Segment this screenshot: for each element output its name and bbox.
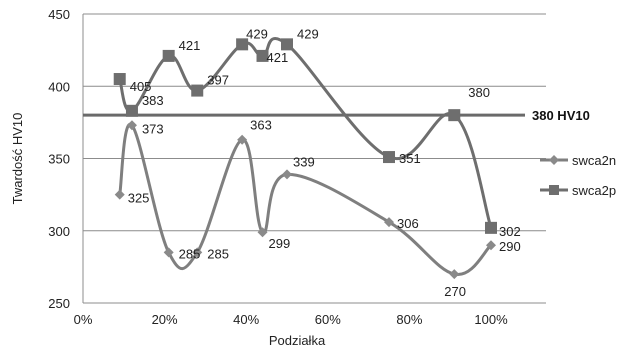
point-swca2p	[281, 38, 293, 51]
point-swca2p	[448, 109, 461, 122]
y-tick-label: 450	[48, 7, 70, 22]
data-label-swca2p: 380	[468, 85, 490, 100]
data-label-swca2p: 429	[246, 26, 268, 41]
point-swca2p	[236, 38, 249, 51]
point-swca2p	[113, 73, 126, 86]
point-swca2p	[383, 151, 395, 164]
data-label-swca2n: 285	[179, 246, 201, 261]
data-label-swca2p: 397	[207, 73, 229, 88]
data-label-swca2n: 373	[142, 121, 164, 136]
point-swca2n	[257, 227, 268, 238]
legend-label-swca2p: swca2p	[572, 183, 616, 198]
data-label-swca2p: 302	[499, 224, 521, 239]
x-axis-title: Podziałka	[269, 333, 326, 348]
point-swca2n	[114, 189, 125, 200]
legend-marker-swca2n	[549, 155, 559, 165]
x-tick-labels: 0% 20% 40% 60% 80% 100%	[74, 312, 508, 327]
data-label-swca2p: 421	[267, 50, 289, 65]
y-tick-labels: 250 300 350 400 450	[48, 7, 70, 311]
data-label-swca2n: 285	[207, 246, 229, 261]
legend-marker-swca2p	[549, 185, 559, 195]
x-tick-label: 80%	[396, 312, 422, 327]
y-axis-title: Twardość HV10	[10, 113, 25, 205]
data-label-swca2n: 339	[293, 154, 315, 169]
data-label-swca2p: 405	[130, 79, 152, 94]
data-label-swca2n: 325	[128, 191, 150, 206]
data-label-swca2p: 429	[297, 26, 319, 41]
data-label-swca2n: 363	[250, 118, 272, 133]
y-tick-label: 300	[48, 224, 70, 239]
x-tick-label: 40%	[233, 312, 259, 327]
x-tick-label: 100%	[474, 312, 508, 327]
point-swca2p	[125, 104, 138, 117]
point-swca2p	[256, 49, 269, 62]
data-label-swca2n: 306	[397, 216, 419, 231]
series-line-swca2p	[118, 37, 493, 229]
x-tick-label: 60%	[315, 312, 341, 327]
legend-label-swca2n: swca2n	[572, 153, 616, 168]
point-swca2p	[485, 221, 497, 234]
data-label-swca2p: 383	[142, 93, 164, 108]
y-tick-label: 400	[48, 79, 70, 94]
point-swca2n	[282, 169, 292, 180]
series-group	[113, 37, 497, 280]
point-swca2n	[163, 247, 174, 258]
point-swca2n	[486, 240, 496, 251]
series-line-swca2n	[118, 122, 493, 276]
y-tick-label: 250	[48, 296, 70, 311]
data-label-swca2p: 421	[179, 38, 201, 53]
reference-line-label: 380 HV10	[532, 108, 590, 123]
gridlines	[83, 13, 546, 232]
x-tick-label: 0%	[74, 312, 93, 327]
point-swca2p	[162, 49, 175, 62]
data-label-swca2p: 351	[399, 151, 421, 166]
axes	[82, 14, 546, 304]
legend: swca2n swca2p	[540, 153, 616, 198]
point-swca2n	[384, 217, 394, 228]
point-swca2n	[192, 247, 203, 258]
point-swca2n	[126, 120, 137, 131]
point-swca2p	[191, 84, 204, 97]
data-label-swca2n: 270	[444, 284, 466, 299]
y-tick-label: 350	[48, 152, 70, 167]
point-swca2n	[237, 134, 248, 145]
point-swca2n	[449, 269, 460, 280]
data-label-swca2n: 299	[269, 236, 291, 251]
x-tick-label: 20%	[152, 312, 178, 327]
data-label-swca2n: 290	[499, 239, 521, 254]
